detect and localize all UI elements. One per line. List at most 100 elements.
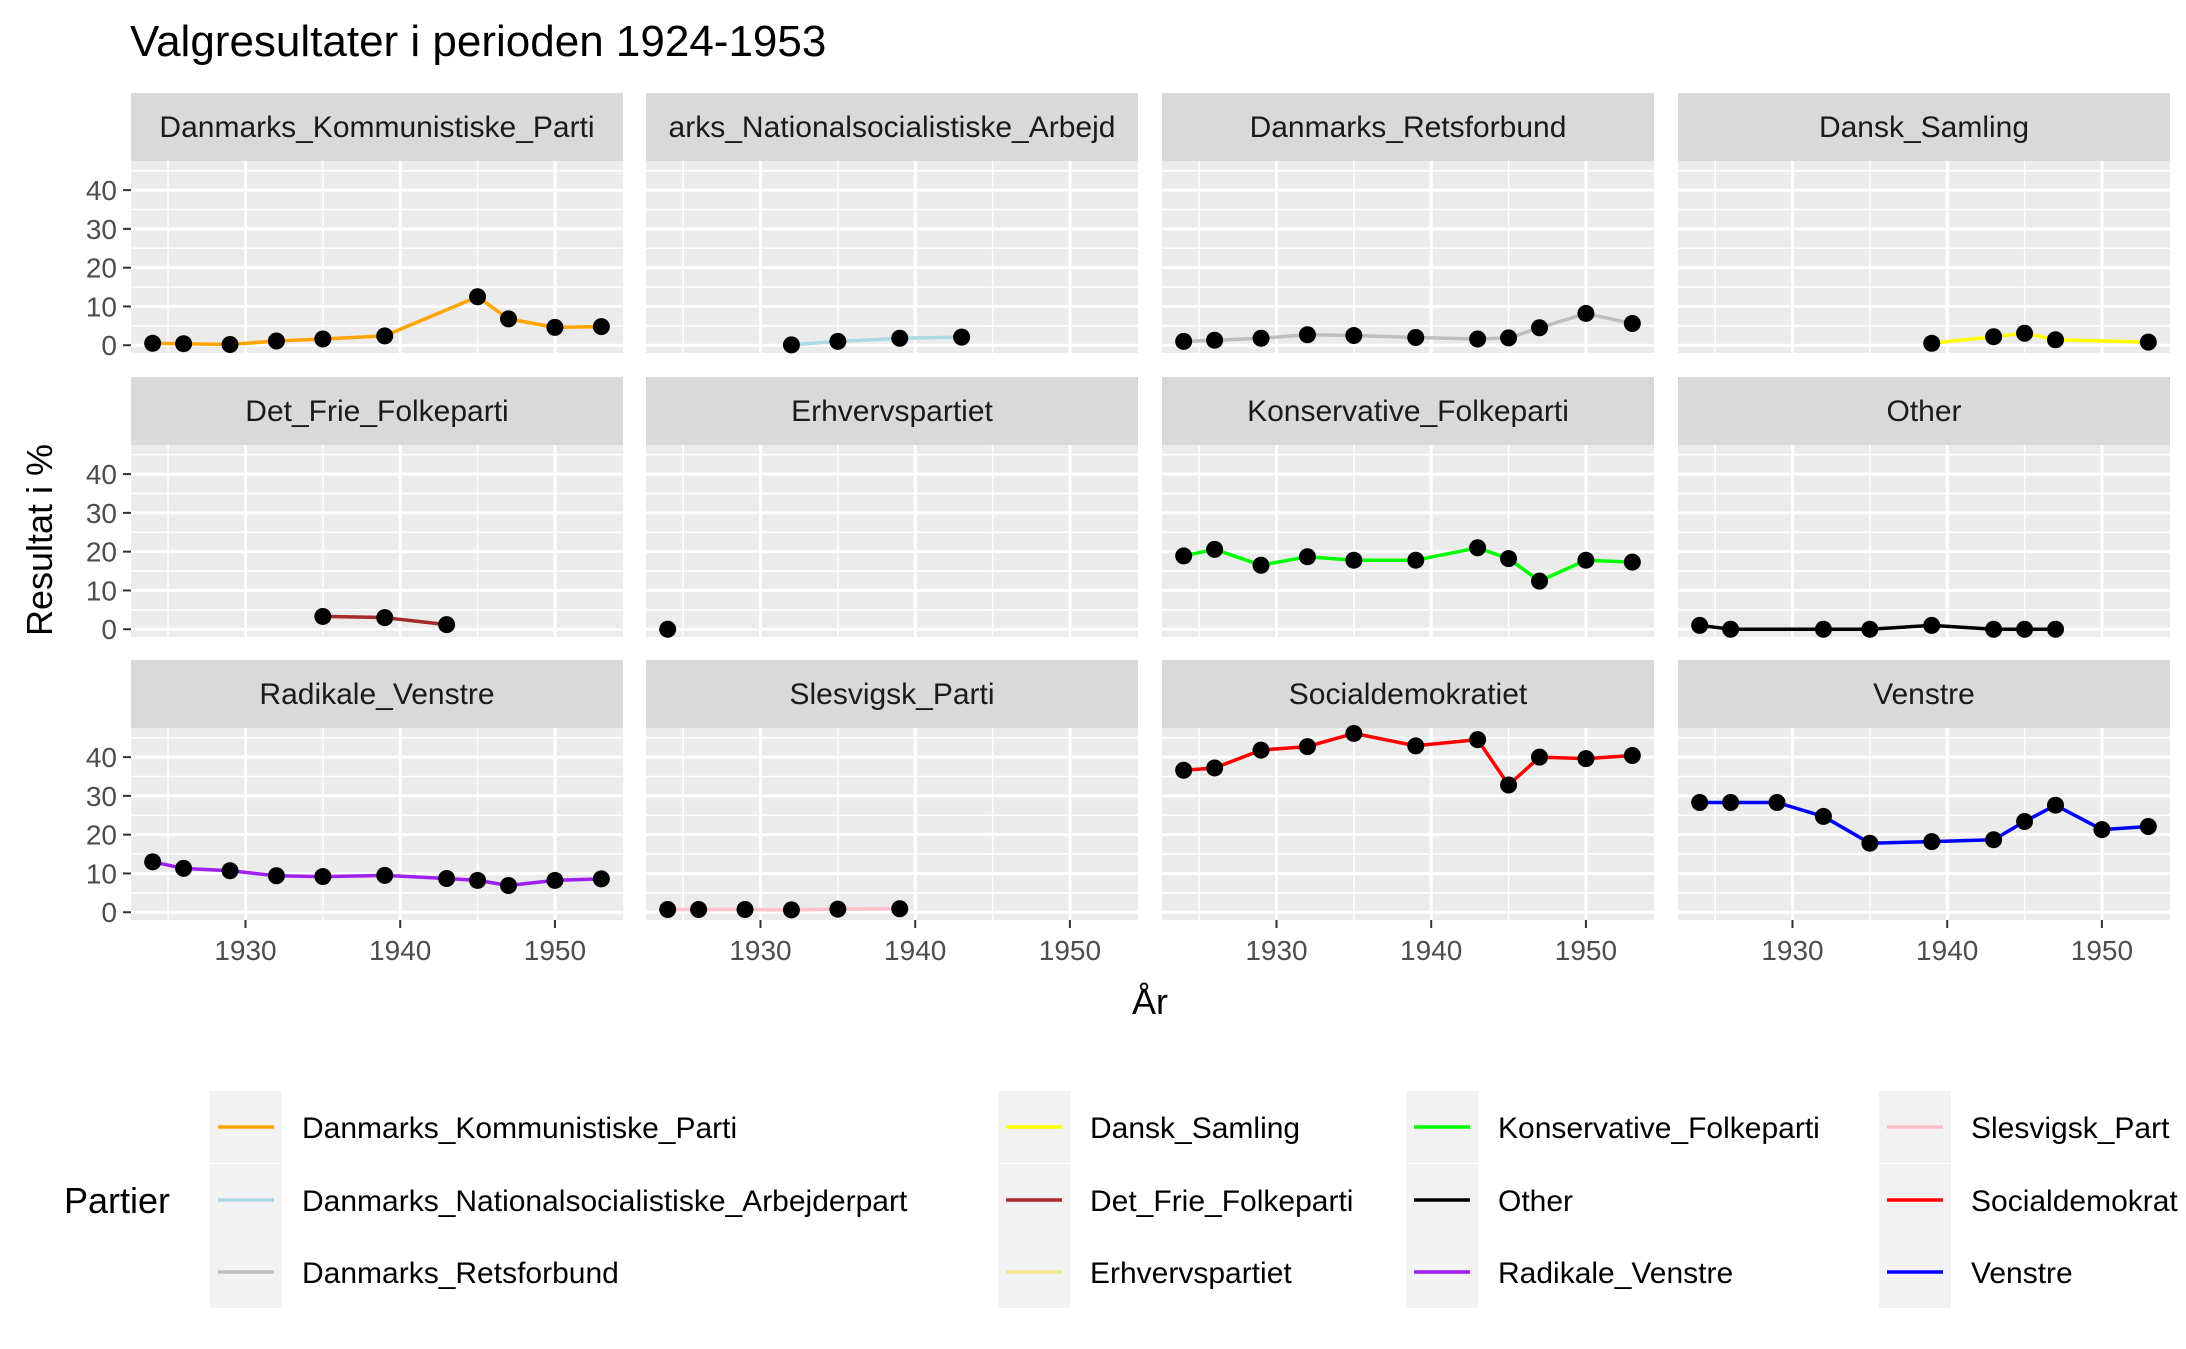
legend-label: Dansk_Samling: [1090, 1112, 1300, 1145]
data-point: [144, 334, 162, 352]
legend-label: Socialdemokrat: [1971, 1185, 2178, 1218]
data-point: [736, 901, 754, 919]
legend-label: Det_Frie_Folkeparti: [1090, 1185, 1353, 1218]
panel-danmarks-retsforbund: Danmarks_Retsforbund: [1162, 93, 1654, 353]
data-point: [546, 318, 564, 336]
legend: Partier Danmarks_Kommunistiske_Parti Danm…: [64, 1091, 2178, 1308]
data-point: [1175, 332, 1193, 350]
panel-strip-label: Slesvigsk_Parti: [789, 678, 994, 711]
panel-danmarks-nationalsocialistiske-arbejderpart: arks_Nationalsocialistiske_Arbejd: [646, 93, 1138, 354]
data-point: [1500, 776, 1518, 794]
legend-label: Danmarks_Retsforbund: [302, 1257, 619, 1290]
panel-strip: [1162, 93, 1654, 161]
data-point: [438, 616, 456, 634]
data-point: [314, 330, 332, 348]
data-point: [1252, 556, 1270, 574]
panel-strip-label: Danmarks_Retsforbund: [1250, 111, 1567, 144]
data-point: [2047, 331, 2065, 349]
legend-item: Erhvervspartiet: [998, 1236, 1292, 1308]
data-point: [1500, 550, 1518, 568]
x-tick-label: 1950: [524, 935, 586, 966]
data-point: [500, 310, 518, 328]
x-tick-label: 1950: [1555, 935, 1617, 966]
legend-label: Danmarks_Kommunistiske_Parti: [302, 1112, 737, 1145]
data-point: [1768, 793, 1786, 811]
data-point: [1623, 315, 1641, 333]
x-tick-label: 1940: [369, 935, 431, 966]
legend-item: Venstre: [1879, 1236, 2073, 1308]
legend-title: Partier: [64, 1180, 170, 1221]
data-point: [1923, 833, 1941, 851]
panel-strip: [131, 93, 623, 161]
data-point: [1206, 540, 1224, 558]
data-point: [1531, 319, 1549, 337]
legend-item: Konservative_Folkeparti: [1406, 1091, 1820, 1163]
legend-label: Other: [1498, 1185, 1573, 1218]
panel-strip: [1678, 93, 2170, 161]
legend-item: Danmarks_Retsforbund: [210, 1236, 619, 1308]
data-point: [314, 868, 332, 886]
data-point: [2139, 818, 2157, 836]
data-point: [1985, 328, 2003, 346]
data-point: [2047, 620, 2065, 638]
panel-background: [646, 728, 1138, 920]
panel-danmarks-kommunistiske-parti: Danmarks_Kommunistiske_Parti 0 10 20 30 40: [86, 93, 623, 361]
facet-panels: Danmarks_Kommunistiske_Parti 0 10 20 30 40 ark…: [86, 93, 2170, 966]
legend-item: Danmarks_Nationalsocialistiske_Arbejderp…: [210, 1164, 908, 1236]
panel-dansk-samling: Dansk_Samling: [1678, 93, 2170, 353]
panel-strip-label: Socialdemokratiet: [1289, 678, 1528, 711]
legend-label: Danmarks_Nationalsocialistiske_Arbejderp…: [302, 1185, 908, 1218]
y-tick-label: 30: [86, 781, 117, 812]
data-point: [782, 336, 800, 354]
data-point: [1345, 724, 1363, 742]
x-tick-label: 1940: [1400, 935, 1462, 966]
panel-strip-label: Radikale_Venstre: [259, 678, 494, 711]
panel-konservative-folkeparti: Konservative_Folkeparti: [1162, 377, 1654, 637]
x-tick-label: 1940: [1916, 935, 1978, 966]
x-tick-label: 1950: [2071, 935, 2133, 966]
y-tick-label: 30: [86, 498, 117, 529]
panel-other: Other: [1678, 377, 2170, 638]
legend-label: Slesvigsk_Part: [1971, 1112, 2170, 1145]
legend-label: Konservative_Folkeparti: [1498, 1112, 1820, 1145]
y-tick-label: 10: [86, 291, 117, 322]
panel-strip-label: Venstre: [1873, 678, 1975, 711]
panel-strip-label: Danmarks_Kommunistiske_Parti: [159, 111, 594, 144]
data-point: [1861, 620, 1879, 638]
data-point: [1923, 334, 1941, 352]
y-tick-label: 10: [86, 858, 117, 889]
y-tick-label: 0: [101, 897, 117, 928]
data-point: [1577, 551, 1595, 569]
data-point: [891, 900, 909, 918]
panel-strip-label: Dansk_Samling: [1819, 111, 2029, 144]
data-point: [2093, 821, 2111, 839]
data-point: [2139, 333, 2157, 351]
data-point: [1861, 834, 1879, 852]
data-point: [1252, 741, 1270, 759]
data-point: [1577, 304, 1595, 322]
data-point: [175, 335, 193, 353]
panel-strip: [131, 377, 623, 445]
data-point: [1175, 547, 1193, 565]
panel-background: [646, 161, 1138, 353]
panel-strip-label: Det_Frie_Folkeparti: [245, 395, 508, 428]
x-tick-label: 1930: [1761, 935, 1823, 966]
y-tick-label: 0: [101, 614, 117, 645]
panel-background: [1162, 445, 1654, 637]
data-point: [1531, 748, 1549, 766]
panel-background: [131, 161, 623, 353]
data-point: [1691, 616, 1709, 634]
panel-strip-label: Konservative_Folkeparti: [1247, 395, 1569, 428]
y-tick-label: 10: [86, 575, 117, 606]
data-point: [1206, 331, 1224, 349]
x-tick-label: 1940: [884, 935, 946, 966]
x-tick-label: 1930: [214, 935, 276, 966]
legend-item: Dansk_Samling: [998, 1091, 1300, 1163]
panel-strip: [1678, 660, 2170, 728]
data-point: [659, 620, 677, 638]
panel-background: [646, 445, 1138, 637]
legend-label: Erhvervspartiet: [1090, 1257, 1292, 1290]
panel-slesvigsk-parti: Slesvigsk_Parti 1930 1940 1950: [646, 660, 1138, 966]
data-point: [1206, 759, 1224, 777]
